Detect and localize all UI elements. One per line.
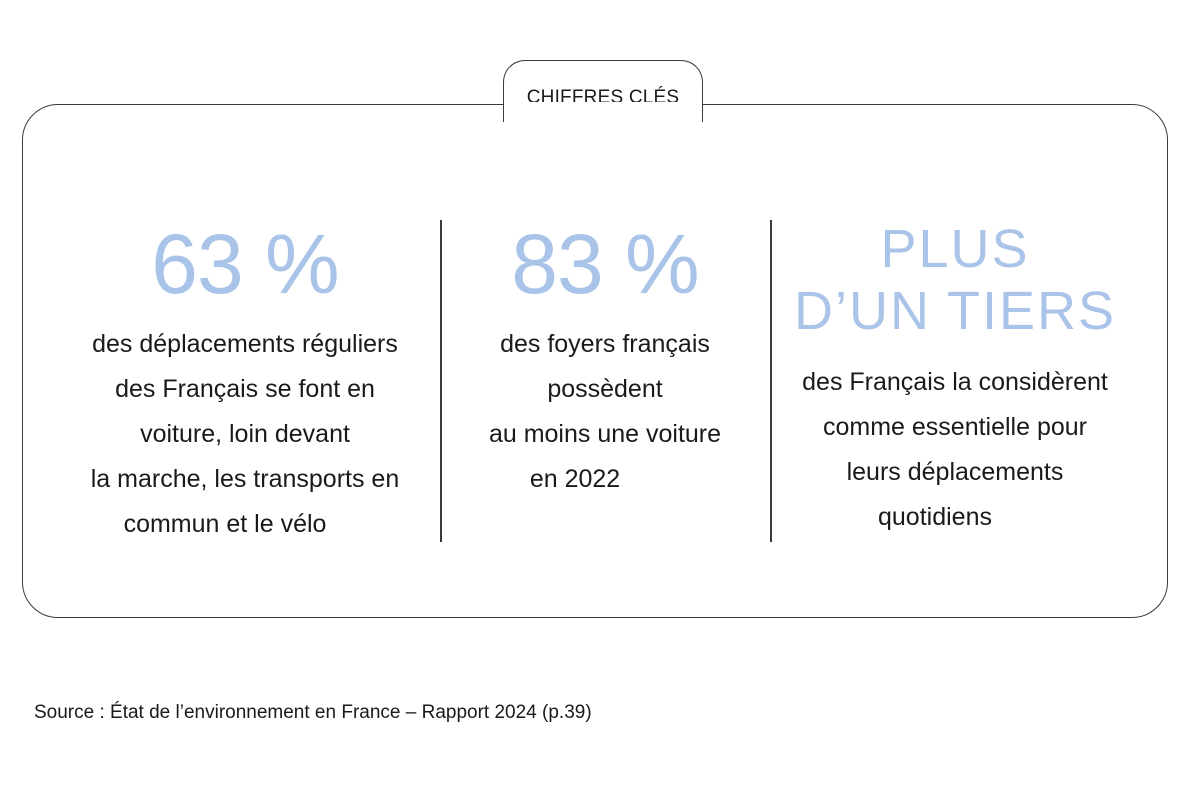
stat-2-line-2: possèdent [547, 375, 663, 403]
stat-figure-3-line-1: PLUS [880, 219, 1030, 279]
stat-1-line-3: voiture, loin devant [140, 420, 350, 448]
column-divider-1 [440, 220, 442, 542]
tab-border-mask [505, 102, 701, 108]
stat-column-1: 63 % [60, 222, 430, 306]
stat-3-line-1: des Français la considèrent [802, 368, 1108, 396]
stat-2-line-3: au moins une voiture [488, 420, 722, 448]
stat-1-line-5: commun et le vélo [123, 510, 327, 538]
stat-description-2: des foyers français possèdent au moins u… [450, 322, 760, 502]
stat-column-2: 83 % [450, 222, 760, 306]
stat-figure-3-line-2: D’UN TIERS [793, 281, 1117, 341]
stat-column-3: PLUS D’UN TIERS [780, 218, 1130, 342]
stat-3-line-3: leurs déplacements [846, 458, 1064, 486]
source-citation: Source : État de l’environnement en Fran… [34, 702, 592, 723]
stat-description-1: des déplacements réguliers des Français … [60, 322, 430, 547]
stat-figure-1: 63 % [151, 217, 339, 311]
stat-3-line-2: comme essentielle pour [822, 413, 1087, 441]
column-divider-2 [770, 220, 772, 542]
stat-2-line-4: en 2022 [529, 465, 621, 493]
stat-1-line-4: la marche, les transports en [90, 465, 400, 493]
section-tab: CHIFFRES CLÉS [503, 60, 703, 122]
stat-1-line-1: des déplacements réguliers [92, 330, 398, 358]
stat-3-line-4: quotidiens [878, 503, 992, 531]
stat-1-line-2: des Français se font en [115, 375, 375, 403]
stat-2-line-1: des foyers français [500, 330, 710, 358]
stat-description-3: des Français la considèrent comme essent… [780, 360, 1130, 540]
stat-figure-2: 83 % [511, 217, 699, 311]
